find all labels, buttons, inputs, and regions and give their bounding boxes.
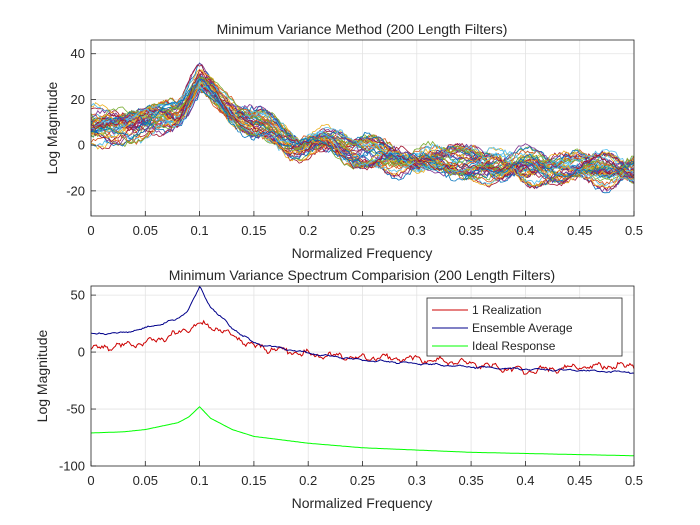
x-tick-label: 0.15 bbox=[241, 223, 266, 238]
x-tick-label: 0.2 bbox=[299, 473, 317, 488]
legend-label-realization: 1 Realization bbox=[472, 303, 541, 317]
plot-realizations-title: Minimum Variance Method (200 Length Filt… bbox=[217, 21, 508, 37]
x-tick-label: 0.5 bbox=[625, 473, 643, 488]
plot-realizations: 0 0.05 0.1 0.15 0.2 0.25 0.3 0.35 0.4 0.45 0.5 -20 0… bbox=[44, 21, 643, 261]
realization-line bbox=[90, 90, 635, 194]
realization-line bbox=[90, 76, 634, 182]
realization-line bbox=[90, 74, 635, 171]
legend-label-ideal: Ideal Response bbox=[472, 339, 556, 353]
x-tick-label: 0.1 bbox=[191, 223, 209, 238]
plot-comparison-ylabel: Log Magnitude bbox=[34, 329, 50, 422]
realization-line bbox=[90, 76, 634, 180]
y-tick-label: -20 bbox=[66, 183, 85, 198]
realization-line bbox=[90, 81, 635, 187]
plot-realizations-ticks: 0 0.05 0.1 0.15 0.2 0.25 0.3 0.35 0.4 0.45 0.5 -20 0… bbox=[66, 46, 643, 238]
x-tick-label: 0.25 bbox=[350, 223, 375, 238]
x-tick-label: 0.5 bbox=[625, 223, 643, 238]
x-tick-label: 0.05 bbox=[133, 473, 158, 488]
y-tick-label: 0 bbox=[78, 345, 85, 360]
plot-realizations-xlabel: Normalized Frequency bbox=[292, 245, 433, 261]
legend-label-ensemble: Ensemble Average bbox=[472, 321, 573, 335]
series-line-ensemble bbox=[90, 285, 635, 374]
x-tick-label: 0.3 bbox=[408, 223, 426, 238]
x-tick-label: 0.2 bbox=[299, 223, 317, 238]
realization-line bbox=[90, 84, 635, 185]
x-tick-label: 0.25 bbox=[350, 473, 375, 488]
legend: 1 Realization Ensemble Average Ideal Res… bbox=[426, 297, 623, 357]
y-tick-label: -100 bbox=[59, 459, 85, 474]
realization-line bbox=[90, 69, 635, 187]
plot-comparison: 0 0.05 0.1 0.15 0.2 0.25 0.3 0.35 0.4 0.45 0.5 -100… bbox=[34, 267, 643, 511]
plot-comparison-ticks: 0 0.05 0.1 0.15 0.2 0.25 0.3 0.35 0.4 0.45 0.5 -100… bbox=[59, 288, 643, 488]
x-tick-label: 0.35 bbox=[458, 473, 483, 488]
x-tick-label: 0.45 bbox=[567, 473, 592, 488]
y-tick-label: 20 bbox=[71, 92, 85, 107]
x-tick-label: 0.1 bbox=[191, 473, 209, 488]
x-tick-label: 0.3 bbox=[408, 473, 426, 488]
realization-line bbox=[90, 73, 635, 175]
plot-realizations-lines bbox=[90, 62, 635, 194]
x-tick-label: 0.05 bbox=[133, 223, 158, 238]
series-line-ideal bbox=[90, 406, 634, 457]
plot-comparison-lines bbox=[90, 285, 635, 457]
realization-line bbox=[90, 78, 635, 182]
x-tick-label: 0.15 bbox=[241, 473, 266, 488]
y-tick-label: 50 bbox=[71, 288, 85, 303]
plot-realizations-ylabel: Log Magnitude bbox=[44, 81, 60, 174]
series-line-realization bbox=[90, 319, 635, 375]
x-tick-label: 0.35 bbox=[458, 223, 483, 238]
x-tick-label: 0.4 bbox=[516, 223, 534, 238]
x-tick-label: 0 bbox=[87, 223, 94, 238]
y-tick-label: 40 bbox=[71, 46, 85, 61]
realization-line bbox=[90, 88, 635, 193]
y-tick-label: 0 bbox=[78, 138, 85, 153]
plot-comparison-title: Minimum Variance Spectrum Comparision (2… bbox=[169, 267, 555, 283]
x-tick-label: 0 bbox=[87, 473, 94, 488]
x-tick-label: 0.45 bbox=[567, 223, 592, 238]
plot-comparison-xlabel: Normalized Frequency bbox=[292, 495, 433, 511]
plot-realizations-grid bbox=[90, 40, 635, 216]
x-tick-label: 0.4 bbox=[516, 473, 534, 488]
y-tick-label: -50 bbox=[66, 402, 85, 417]
